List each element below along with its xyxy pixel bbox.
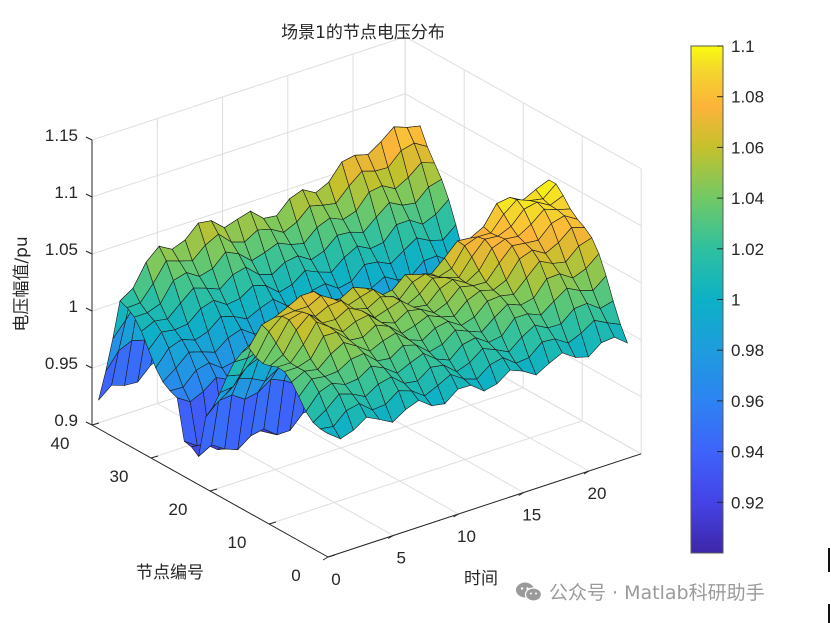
voltage-surface <box>98 125 629 458</box>
right-edge-marker <box>828 548 830 572</box>
axes-lines <box>85 136 642 561</box>
svg-text:40: 40 <box>51 434 70 453</box>
svg-text:1.1: 1.1 <box>731 37 755 56</box>
y-axis-label: 节点编号 <box>136 563 204 583</box>
z-axis-label: 电压幅值/pu <box>12 236 32 331</box>
svg-text:0: 0 <box>291 566 300 585</box>
svg-text:0: 0 <box>331 570 340 589</box>
svg-text:0.98: 0.98 <box>731 341 764 360</box>
watermark: 公众号 · Matlab科研助手 <box>515 578 765 605</box>
svg-text:5: 5 <box>397 549 406 568</box>
svg-text:1.15: 1.15 <box>45 126 78 145</box>
svg-text:20: 20 <box>169 500 188 519</box>
svg-text:1: 1 <box>69 297 78 316</box>
svg-text:30: 30 <box>110 467 129 486</box>
svg-text:1: 1 <box>731 291 740 310</box>
svg-text:0.96: 0.96 <box>731 392 764 411</box>
svg-text:1.08: 1.08 <box>731 88 764 107</box>
svg-text:0.9: 0.9 <box>54 411 78 430</box>
surface-face <box>606 322 629 344</box>
svg-text:10: 10 <box>457 527 476 546</box>
chart-title: 场景1的节点电压分布 <box>281 23 445 43</box>
colorbar-ticks: 0.92 0.94 0.96 0.98 1 1.02 1.04 1.06 1.08 1.1 <box>717 37 764 512</box>
x-axis-label: 时间 <box>464 569 498 589</box>
svg-text:0.92: 0.92 <box>731 493 764 512</box>
svg-text:1.06: 1.06 <box>731 138 764 157</box>
right-edge-marker <box>828 604 830 623</box>
svg-text:20: 20 <box>588 484 607 503</box>
tick-labels: 0 5 10 15 20 0 10 20 30 40 0.9 0.95 1 1.05 1.1 1.15 <box>45 126 607 589</box>
svg-text:0.94: 0.94 <box>731 443 764 462</box>
svg-text:15: 15 <box>522 506 541 525</box>
svg-text:1.02: 1.02 <box>731 240 764 259</box>
wechat-icon <box>516 582 543 602</box>
svg-text:1.04: 1.04 <box>731 189 764 208</box>
svg-text:1.05: 1.05 <box>45 240 78 259</box>
watermark-text: 公众号 · Matlab科研助手 <box>549 582 765 604</box>
svg-text:0.95: 0.95 <box>45 354 78 373</box>
svg-text:10: 10 <box>228 533 247 552</box>
svg-text:1.1: 1.1 <box>54 183 78 202</box>
colorbar: 0.92 0.94 0.96 0.98 1 1.02 1.04 1.06 1.08 1.1 <box>690 37 764 554</box>
